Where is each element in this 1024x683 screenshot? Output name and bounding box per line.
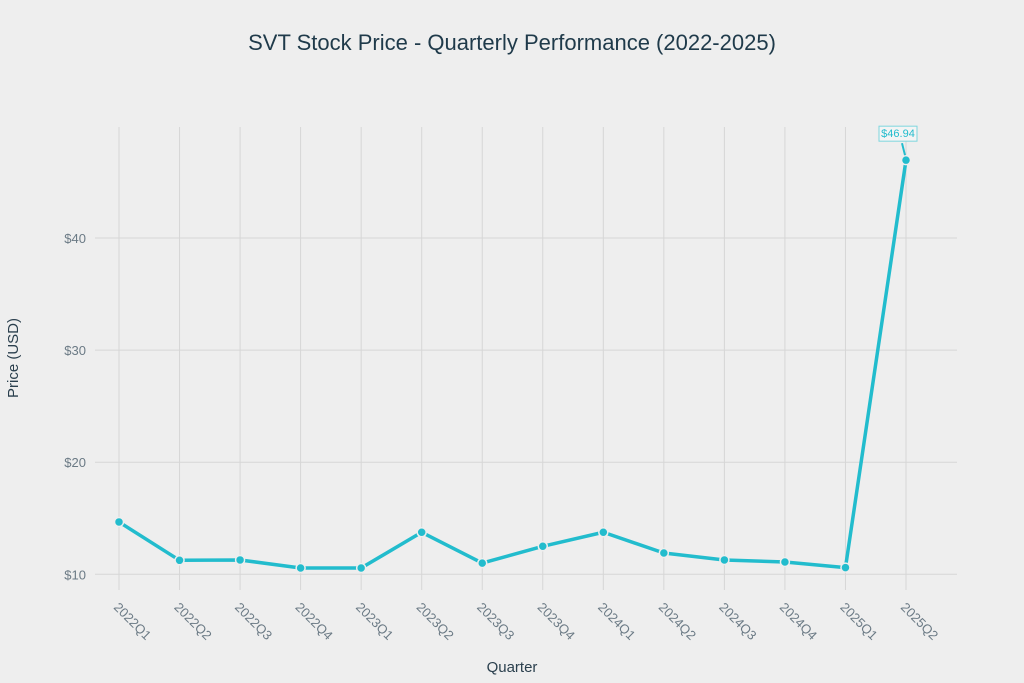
y-tick-label: $10: [64, 567, 86, 582]
data-point: [174, 555, 185, 566]
data-point: [598, 527, 609, 538]
x-tick-label: 2024Q4: [777, 600, 820, 643]
x-tick-label: 2025Q2: [898, 600, 941, 643]
x-tick-label: 2022Q1: [111, 600, 154, 643]
x-tick-label: 2024Q1: [595, 600, 638, 643]
data-point: [355, 562, 367, 574]
y-axis-label: Price (USD): [5, 318, 22, 398]
data-point: [719, 554, 730, 566]
data-point: [840, 562, 851, 573]
x-tick-label: 2024Q2: [656, 600, 699, 643]
annotation-arrow: [901, 142, 906, 156]
x-tick-label: 2023Q4: [535, 600, 578, 643]
x-tick-label: 2023Q2: [414, 600, 457, 643]
y-tick-label: $20: [64, 455, 86, 470]
data-point: [779, 556, 791, 568]
data-point: [476, 557, 488, 569]
y-tick-label: $40: [64, 231, 86, 246]
x-tick-label: 2023Q1: [353, 600, 396, 643]
annotation-box: [878, 125, 918, 142]
x-tick-label: 2022Q2: [171, 600, 214, 643]
x-tick-label: 2024Q3: [716, 600, 759, 643]
x-tick-label: 2022Q3: [232, 600, 275, 643]
data-point: [234, 554, 246, 566]
y-tick-label: $30: [64, 343, 86, 358]
data-point: [658, 547, 670, 559]
data-point: [537, 541, 549, 552]
x-tick-label: 2022Q4: [292, 600, 335, 643]
data-point: [113, 516, 125, 528]
x-axis-label: Quarter: [487, 659, 538, 676]
data-point: [900, 154, 912, 166]
x-tick-label: 2025Q1: [837, 600, 880, 643]
chart-title: SVT Stock Price - Quarterly Performance …: [248, 30, 776, 55]
x-tick-label: 2023Q3: [474, 600, 517, 643]
data-point: [416, 527, 427, 538]
series-line: [118, 159, 908, 570]
data-point: [295, 562, 306, 574]
annotation-label: $46.94: [881, 128, 915, 140]
